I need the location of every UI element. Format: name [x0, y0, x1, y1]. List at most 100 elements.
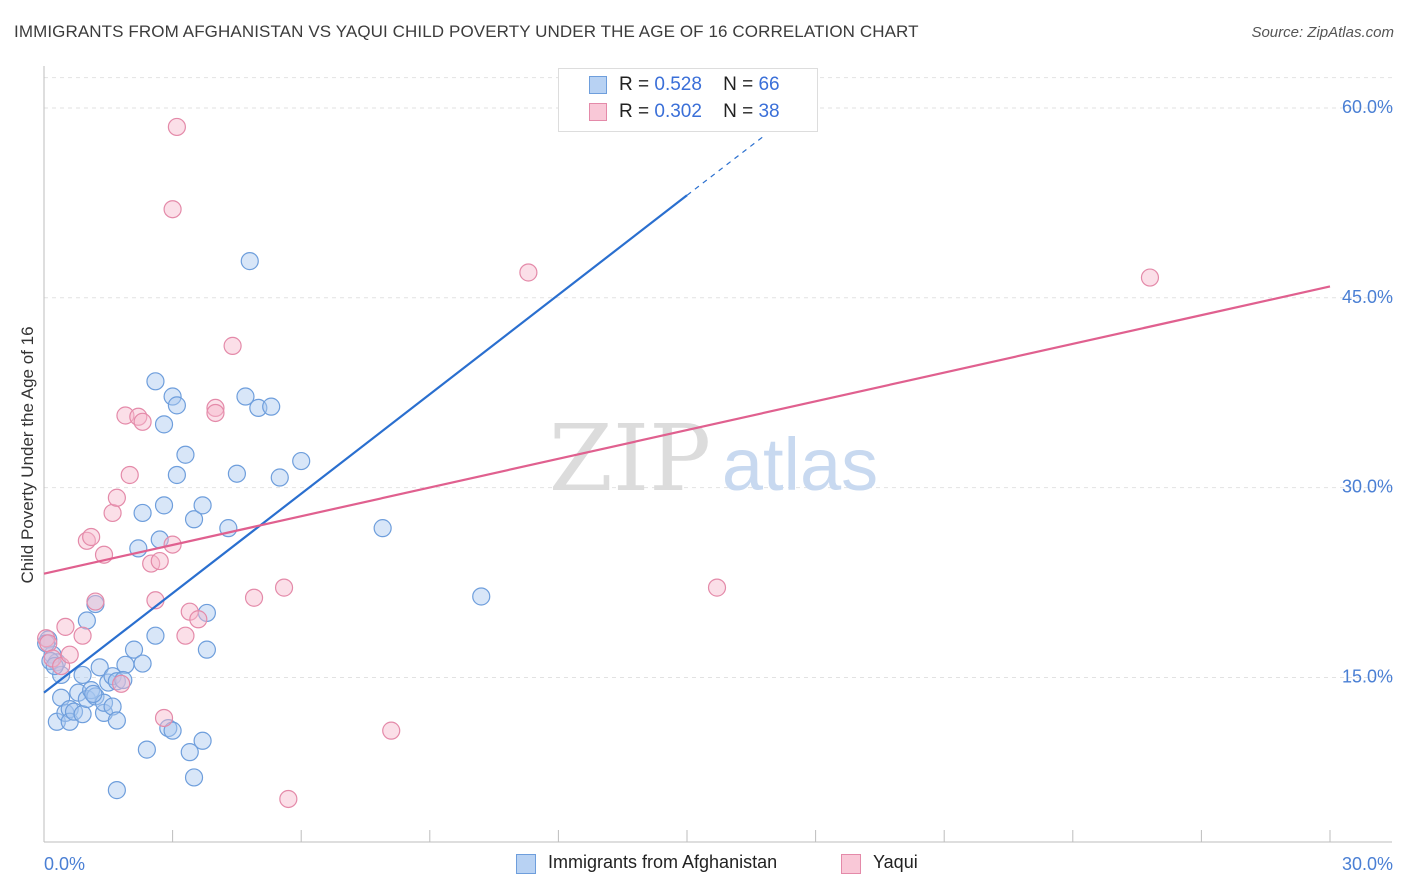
legend-swatch-afghanistan: [589, 76, 607, 94]
legend-r-label: R =: [619, 74, 650, 95]
yaqui-point: [519, 263, 538, 282]
yaqui-point: [244, 588, 264, 607]
bottom-legend-swatch-yaqui: [841, 854, 861, 874]
yaqui-point: [279, 789, 298, 809]
legend-n-label: N =: [723, 74, 754, 95]
y-tick-label: 15.0%: [1342, 666, 1393, 686]
afghanistan-point: [103, 697, 122, 716]
afghanistan-point: [184, 768, 204, 787]
yaqui-point: [163, 200, 182, 219]
afghanistan-point: [84, 684, 103, 704]
yaqui-point: [150, 551, 169, 571]
afghanistan-trend-line: [43, 194, 688, 694]
afghanistan-point: [146, 626, 165, 645]
y-tick-label: 30.0%: [1342, 477, 1393, 497]
yaqui-point: [189, 610, 208, 629]
yaqui-point: [107, 488, 126, 507]
afghanistan-point: [292, 451, 311, 471]
afghanistan-point: [373, 519, 392, 538]
y-tick-label: 45.0%: [1342, 287, 1393, 307]
watermark-zip: ZIP: [549, 405, 711, 512]
afghanistan-point: [154, 496, 174, 515]
yaqui-point: [176, 626, 195, 645]
afghanistan-point: [137, 740, 156, 759]
legend-r-label: R =: [619, 101, 650, 122]
afghanistan-point: [180, 743, 199, 762]
stats-legend: R = 0.528 N = 66 R = 0.302 N = 38: [558, 68, 818, 132]
tick-labels: 15.0% 30.0% 45.0% 60.0% 0.0% 30.0%: [44, 97, 1393, 874]
afghanistan-point: [146, 372, 165, 391]
yaqui-point: [103, 503, 122, 523]
yaqui-point: [1140, 268, 1160, 287]
watermark-atlas: atlas: [722, 423, 878, 506]
source-label: Source: ZipAtlas.com: [1251, 24, 1394, 41]
afghanistan-point: [124, 640, 144, 659]
afghanistan-point: [116, 655, 135, 674]
afghanistan-point: [472, 587, 491, 606]
yaqui-points: [37, 117, 1160, 809]
afghanistan-point: [163, 721, 182, 740]
afghanistan-trend-extension: [686, 135, 765, 196]
afghanistan-point: [77, 611, 96, 630]
x-tick-label: 0.0%: [44, 854, 85, 874]
yaqui-point: [206, 398, 225, 418]
afghanistan-point: [249, 398, 268, 418]
afghanistan-point: [45, 656, 64, 676]
legend-text-yaqui: R = 0.302 N = 38: [619, 101, 780, 123]
yaqui-point: [56, 617, 75, 636]
yaqui-point: [73, 626, 92, 645]
yaqui-point: [120, 465, 139, 485]
afghanistan-point: [107, 711, 126, 730]
bottom-legend-swatch-afghanistan: [516, 854, 536, 874]
yaqui-trend-line: [43, 285, 1331, 575]
afghanistan-point: [167, 465, 186, 485]
axes: [43, 66, 1392, 843]
afghanistan-point: [270, 468, 289, 487]
yaqui-point: [60, 645, 79, 664]
afghanistan-point: [197, 640, 216, 659]
afghanistan-point: [184, 510, 204, 529]
trend-lines: [43, 135, 1331, 694]
legend-n-value-yaqui: 38: [758, 101, 780, 122]
afghanistan-point: [167, 396, 186, 415]
afghanistan-point: [133, 654, 152, 673]
yaqui-point: [154, 708, 174, 728]
afghanistan-point: [236, 387, 255, 406]
x-tick-label: 30.0%: [1342, 854, 1393, 874]
afghanistan-point: [90, 658, 109, 677]
yaqui-point: [133, 412, 152, 431]
legend-swatch-yaqui: [589, 103, 607, 121]
afghanistan-point: [227, 464, 246, 483]
afghanistan-point: [193, 731, 212, 750]
yaqui-point: [274, 578, 294, 597]
yaqui-point: [112, 674, 131, 693]
afghanistan-point: [262, 397, 281, 416]
afghanistan-point: [107, 781, 126, 800]
afghanistan-point: [73, 665, 92, 685]
legend-n-value-afghanistan: 66: [758, 74, 780, 95]
afghanistan-point: [163, 387, 182, 406]
legend-r-value-yaqui: 0.302: [654, 101, 702, 122]
yaqui-point: [86, 592, 105, 611]
yaqui-point: [82, 527, 101, 547]
bottom-legend-label-afghanistan: Immigrants from Afghanistan: [548, 852, 778, 872]
yaqui-point: [382, 721, 401, 740]
afghanistan-point: [133, 503, 152, 523]
yaqui-point: [223, 336, 242, 355]
afghanistan-point: [176, 445, 195, 464]
afghanistan-point: [193, 496, 212, 515]
yaqui-point: [167, 117, 186, 137]
yaqui-point: [707, 578, 727, 597]
legend-n-label: N =: [723, 101, 754, 122]
afghanistan-point: [73, 705, 92, 724]
bottom-legend-label-yaqui: Yaqui: [873, 852, 918, 872]
yaqui-point: [39, 634, 58, 653]
legend-r-value-afghanistan: 0.528: [654, 74, 702, 95]
yaqui-point: [116, 406, 135, 425]
legend-text-afghanistan: R = 0.528 N = 66: [619, 74, 780, 96]
yaqui-point: [206, 403, 225, 423]
chart-title: IMMIGRANTS FROM AFGHANISTAN VS YAQUI CHI…: [14, 22, 919, 41]
afghanistan-point: [240, 252, 259, 271]
y-tick-label: 60.0%: [1342, 97, 1393, 117]
